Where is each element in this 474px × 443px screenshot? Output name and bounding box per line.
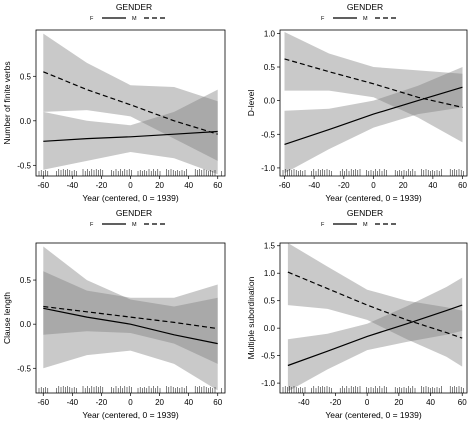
x-tick-label: 60 — [458, 398, 467, 407]
chart-panel-1: -60 -40 -20 0 20 40 60 -0.5 0.0 0.5 Year (centered… — [2, 2, 226, 203]
legend: GENDER F M — [321, 2, 399, 22]
x-axis-label: Year (centered, 0 = 1939) — [325, 410, 421, 420]
series-line-F — [284, 86, 463, 145]
x-axis-label: Year (centered, 0 = 1939) — [325, 193, 421, 203]
chart-panel-4: -40 -20 0 20 40 60 -1.0 -0.5 0.0 0.5 1.0 1.5 Year (c… — [246, 208, 468, 420]
y-tick-label: 0.0 — [264, 97, 276, 106]
rug-marks — [38, 386, 222, 393]
x-tick-label: -60 — [279, 181, 291, 190]
confidence-band-M — [43, 33, 218, 161]
confidence-band-F — [43, 246, 218, 391]
legend: GENDER F M — [90, 2, 168, 22]
y-tick-label: -0.5 — [17, 364, 31, 373]
rug-marks — [282, 386, 464, 393]
y-axis-label: Multiple subordination — [246, 276, 256, 359]
plot-area — [284, 32, 463, 174]
y-axis-label: D-level — [246, 90, 256, 117]
y-tick-label: 1.0 — [264, 269, 276, 278]
x-tick-label: 40 — [426, 398, 435, 407]
y-tick-label: 0.0 — [20, 320, 32, 329]
y-tick-label: -1.0 — [261, 164, 275, 173]
legend-label-F: F — [321, 222, 325, 228]
chart-panel-2: -60 -40 -20 0 20 40 60 -1.0 -0.5 0.0 0.5 1.0 Year (c… — [246, 2, 468, 203]
series-line-F — [287, 304, 463, 367]
rug-marks — [282, 169, 464, 176]
y-tick-label: -1.0 — [261, 379, 275, 388]
x-tick-label: -20 — [338, 181, 350, 190]
x-tick-label: 40 — [184, 181, 193, 190]
plot-area — [43, 33, 218, 175]
legend-label-M: M — [132, 16, 137, 22]
y-tick-label: 1.5 — [264, 242, 276, 251]
chart-panel-3: -60 -40 -20 0 20 40 60 -0.5 0.0 0.5 Year (centered… — [2, 208, 226, 420]
x-tick-label: 20 — [394, 398, 403, 407]
x-tick-label: 20 — [399, 181, 408, 190]
y-axis-label: Clause length — [2, 292, 12, 344]
y-axis-label: Number of finite verbs — [2, 61, 12, 144]
x-tick-label: 0 — [371, 181, 376, 190]
x-tick-label: 60 — [458, 181, 467, 190]
y-tick-label: -0.5 — [17, 161, 31, 170]
plot-area — [43, 246, 218, 391]
plot-frame — [279, 242, 468, 394]
legend-label-M: M — [132, 222, 137, 228]
legend: GENDER F M — [321, 208, 399, 228]
x-axis-label: Year (centered, 0 = 1939) — [82, 410, 178, 420]
confidence-band-M — [287, 243, 463, 367]
x-tick-label: -60 — [37, 398, 49, 407]
legend-label-M: M — [363, 222, 368, 228]
legend-label-F: F — [90, 222, 94, 228]
x-tick-label: 60 — [213, 181, 222, 190]
y-tick-label: -0.5 — [261, 352, 275, 361]
confidence-band-M — [284, 32, 463, 143]
x-tick-label: -20 — [330, 398, 342, 407]
x-tick-label: -20 — [96, 398, 108, 407]
x-tick-label: -40 — [298, 398, 310, 407]
y-tick-label: 0.0 — [264, 324, 276, 333]
y-tick-label: 0.0 — [20, 117, 32, 126]
legend-title: GENDER — [116, 2, 152, 12]
x-tick-label: 40 — [428, 181, 437, 190]
legend-title: GENDER — [347, 2, 383, 12]
legend-label-F: F — [321, 16, 325, 22]
y-tick-label: 0.5 — [20, 276, 32, 285]
rug-marks — [38, 169, 222, 176]
x-tick-label: 40 — [184, 398, 193, 407]
confidence-band-F — [284, 67, 463, 174]
x-tick-label: -40 — [67, 181, 79, 190]
x-tick-label: -40 — [308, 181, 320, 190]
legend-title: GENDER — [116, 208, 152, 218]
x-tick-label: -40 — [67, 398, 79, 407]
x-tick-label: 20 — [155, 181, 164, 190]
y-tick-label: 0.5 — [264, 63, 276, 72]
x-tick-label: 0 — [365, 398, 370, 407]
confidence-band-F — [43, 89, 218, 175]
y-tick-label: 1.0 — [264, 29, 276, 38]
y-tick-label: 0.5 — [20, 72, 32, 81]
series-line-M — [43, 71, 218, 135]
series-line-F — [43, 130, 218, 142]
confidence-band-M — [43, 271, 218, 364]
x-tick-label: -20 — [96, 181, 108, 190]
x-tick-label: 0 — [128, 398, 133, 407]
x-tick-label: -60 — [37, 181, 49, 190]
plot-area — [287, 243, 463, 392]
series-line-F — [43, 307, 218, 345]
legend-title: GENDER — [347, 208, 383, 218]
x-tick-label: 0 — [128, 181, 133, 190]
legend: GENDER F M — [90, 208, 168, 228]
y-tick-label: 0.5 — [264, 297, 276, 306]
x-axis-label: Year (centered, 0 = 1939) — [82, 193, 178, 203]
series-line-M — [287, 271, 463, 339]
series-line-M — [284, 58, 463, 108]
x-tick-label: 20 — [155, 398, 164, 407]
x-tick-label: 60 — [213, 398, 222, 407]
legend-label-F: F — [90, 16, 94, 22]
series-line-M — [43, 305, 218, 330]
legend-label-M: M — [363, 16, 368, 22]
y-tick-label: -0.5 — [261, 130, 275, 139]
